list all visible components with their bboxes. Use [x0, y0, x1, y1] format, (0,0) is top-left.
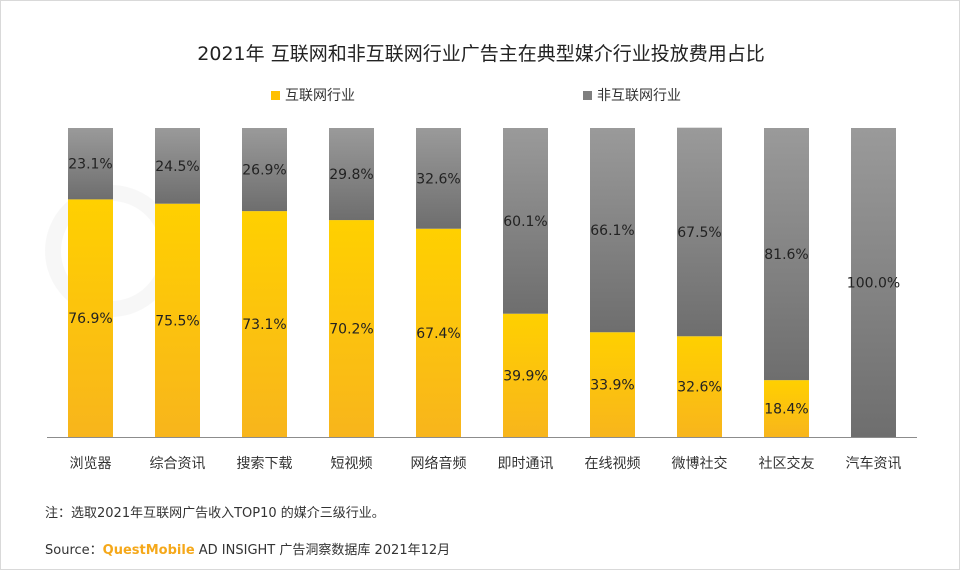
source-prefix: Source：: [45, 543, 103, 558]
data-label-non-internet-9: 100.0%: [847, 276, 900, 292]
category-label-4: 网络音频: [411, 455, 467, 472]
data-label-internet-3: 70.2%: [329, 322, 373, 338]
data-label-non-internet-7: 67.5%: [677, 225, 721, 241]
chart-title: 2021年 互联网和非互联网行业广告主在典型媒介行业投放费用占比: [197, 43, 765, 65]
legend-item-internet: 互联网行业: [271, 85, 355, 105]
bar-segment-non-internet-3: [329, 128, 374, 221]
data-label-internet-0: 76.9%: [68, 311, 112, 327]
data-label-non-internet-1: 24.5%: [155, 159, 199, 175]
bar-segment-non-internet-8: [764, 128, 809, 381]
data-label-internet-7: 32.6%: [677, 380, 721, 396]
bar-segment-internet-4: [416, 228, 461, 437]
bar-segment-internet-1: [155, 203, 200, 437]
category-label-1: 综合资讯: [150, 456, 206, 472]
bar-segment-internet-5: [503, 313, 548, 437]
category-label-0: 浏览器: [70, 456, 112, 472]
source-rest: AD INSIGHT 广告洞察数据库 2021年12月: [194, 543, 451, 558]
bar-segment-non-internet-0: [68, 128, 113, 200]
category-label-9: 汽车资讯: [846, 455, 902, 472]
bar-segment-internet-7: [677, 336, 722, 437]
category-label-6: 在线视频: [585, 456, 641, 472]
legend-item-non-internet: 非互联网行业: [583, 85, 681, 105]
data-label-non-internet-4: 32.6%: [416, 171, 460, 187]
bar-segment-non-internet-5: [503, 128, 548, 314]
bar-segment-internet-2: [242, 211, 287, 437]
category-label-8: 社区交友: [759, 455, 815, 472]
category-label-2: 搜索下载: [237, 455, 293, 472]
legend-swatch-internet: [271, 90, 280, 100]
source-line: Source：QuestMobile AD INSIGHT 广告洞察数据库 20…: [45, 539, 450, 558]
legend-label-non-internet: 非互联网行业: [597, 88, 681, 104]
bar-segment-internet-3: [329, 220, 374, 437]
legend-label-internet: 互联网行业: [285, 88, 355, 104]
bar-segment-non-internet-2: [242, 128, 287, 212]
source-brand: QuestMobile: [102, 543, 195, 558]
category-label-5: 即时通讯: [498, 456, 554, 472]
data-label-internet-4: 67.4%: [416, 326, 460, 342]
bar-segment-non-internet-9: [851, 128, 896, 437]
data-label-non-internet-6: 66.1%: [590, 223, 634, 239]
bar-segment-internet-0: [68, 199, 113, 437]
data-label-non-internet-2: 26.9%: [242, 163, 286, 179]
data-label-internet-2: 73.1%: [242, 317, 286, 333]
data-label-internet-1: 75.5%: [155, 313, 199, 329]
bar-segment-internet-8: [764, 380, 809, 437]
bar-segment-non-internet-1: [155, 128, 200, 204]
bar-segment-non-internet-7: [677, 127, 722, 337]
footnote: 注：选取2021年互联网广告收入TOP10 的媒介三级行业。: [45, 506, 385, 521]
legend-swatch-non-internet: [583, 90, 592, 100]
bar-segment-non-internet-4: [416, 128, 461, 229]
data-label-internet-8: 18.4%: [764, 402, 808, 418]
data-label-internet-6: 33.9%: [590, 378, 634, 394]
data-label-non-internet-8: 81.6%: [764, 247, 808, 263]
bar-segment-internet-6: [590, 332, 635, 437]
category-label-7: 微博社交: [672, 455, 728, 472]
data-label-non-internet-3: 29.8%: [329, 167, 373, 183]
chart-legend: 互联网行业 非互联网行业: [1, 85, 959, 105]
data-label-non-internet-5: 60.1%: [503, 214, 547, 230]
data-label-internet-5: 39.9%: [503, 368, 547, 384]
category-label-3: 短视频: [331, 456, 373, 472]
bar-segment-non-internet-6: [590, 128, 635, 333]
data-label-non-internet-0: 23.1%: [68, 157, 112, 173]
